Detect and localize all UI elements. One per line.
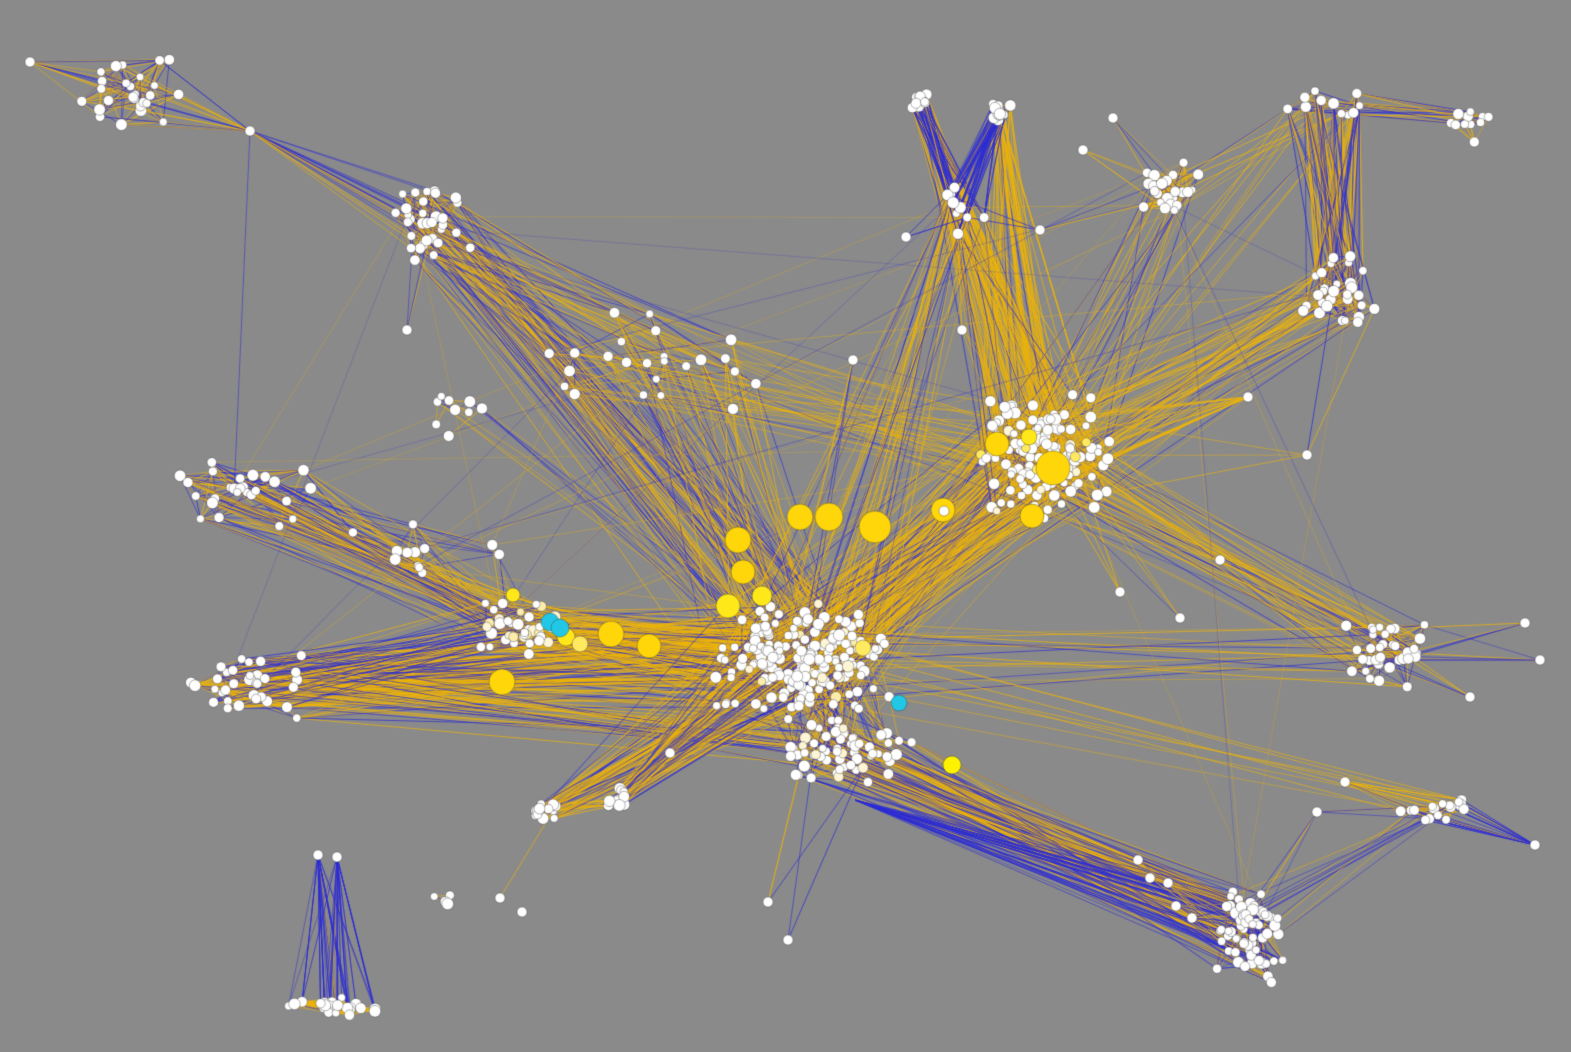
graph-canvas [0, 0, 1571, 1052]
network-graph-view [0, 0, 1571, 1052]
